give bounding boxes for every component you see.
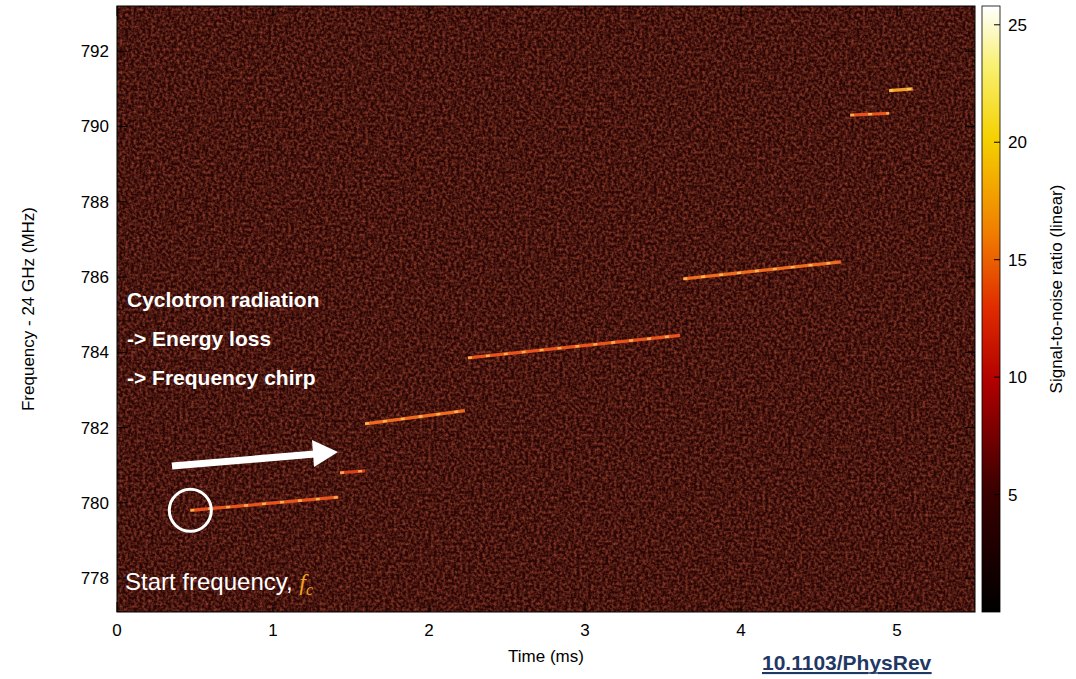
arrow-shaft [172, 454, 315, 466]
track-highlight [340, 471, 365, 473]
colorbar-tick [994, 494, 1000, 495]
page: {"chart_data": { "type": "spectrogram", … [0, 0, 1076, 679]
y-tick [117, 126, 127, 127]
annotation: Cyclotron radiation [127, 288, 320, 311]
y-tick [965, 277, 975, 278]
y-tick [117, 51, 127, 52]
track-highlight [889, 89, 912, 91]
noise-texture [117, 6, 975, 612]
y-tick [117, 427, 127, 428]
start-circle [169, 489, 211, 531]
track-highlight [365, 411, 465, 424]
x-tick [273, 602, 274, 612]
y-tick [965, 201, 975, 202]
source-underline [762, 672, 932, 674]
x-tick-label: 2 [424, 621, 433, 640]
y-tick-label: 780 [81, 494, 109, 513]
y-tick [965, 352, 975, 353]
y-tick [965, 126, 975, 127]
colorbar-tick-label: 15 [1008, 251, 1027, 270]
x-tick [429, 602, 430, 612]
colorbar-title: Signal-to-noise ratio (linear) [1047, 185, 1066, 394]
x-tick [897, 6, 898, 16]
y-tick [117, 502, 127, 503]
colorbar-tick [994, 377, 1000, 378]
x-tick-label: 1 [268, 621, 277, 640]
x-tick [429, 6, 430, 16]
track-highlight [468, 335, 680, 358]
y-tick-label: 786 [81, 268, 109, 287]
start-label-subscript: c [306, 581, 313, 598]
y-axis-title: Frequency - 24 GHz (MHz) [19, 207, 38, 411]
track [850, 113, 889, 115]
track [340, 471, 365, 473]
x-tick [117, 6, 118, 16]
y-tick [965, 578, 975, 579]
colorbar-tick [994, 24, 1000, 25]
y-tick [965, 51, 975, 52]
colorbar-tick [994, 259, 1000, 260]
x-tick [273, 6, 274, 16]
y-tick-label: 788 [81, 193, 109, 212]
colorbar-tick-label: 20 [1008, 133, 1027, 152]
x-tick-label: 5 [892, 621, 901, 640]
y-tick-label: 782 [81, 419, 109, 438]
x-tick [117, 602, 118, 612]
y-tick [117, 277, 127, 278]
start-label: Start frequency, fc [125, 568, 313, 598]
x-tick [897, 602, 898, 612]
colorbar-tick [994, 142, 1000, 143]
x-tick-label: 3 [580, 621, 589, 640]
plot-frame [117, 6, 975, 612]
chart: 0 1 2 3 4 5 778 780 782 784 786 788 790 792 Time (ms) F… [0, 0, 1076, 679]
x-tick [741, 6, 742, 16]
x-tick [585, 6, 586, 16]
y-tick [965, 427, 975, 428]
y-tick-label: 778 [81, 569, 109, 588]
y-tick-label: 790 [81, 117, 109, 136]
start-label-text: Start frequency, [125, 568, 299, 595]
source: 10.1103/PhysRev [762, 651, 932, 674]
plot-background [117, 6, 975, 612]
y-tick-label: 784 [81, 343, 109, 362]
y-tick [117, 201, 127, 202]
track [889, 89, 912, 91]
colorbar [982, 6, 1000, 612]
y-tick-label: 792 [81, 42, 109, 61]
colorbar-tick-label: 25 [1008, 16, 1027, 35]
x-tick-label: 4 [736, 621, 745, 640]
x-tick [741, 602, 742, 612]
track [468, 335, 680, 358]
y-tick [965, 502, 975, 503]
annotation: -> Energy loss [127, 327, 271, 350]
x-axis-title: Time (ms) [508, 647, 584, 666]
colorbar-tick-label: 10 [1008, 368, 1027, 387]
track [683, 262, 841, 279]
y-tick [117, 352, 127, 353]
colorbar-tick-label: 5 [1008, 486, 1017, 505]
track-highlight [683, 262, 841, 279]
track [365, 411, 465, 424]
annotation: -> Frequency chirp [127, 366, 315, 389]
arrow-head [312, 440, 338, 467]
x-tick [585, 602, 586, 612]
x-tick-label: 0 [112, 621, 121, 640]
track-highlight [850, 113, 889, 115]
